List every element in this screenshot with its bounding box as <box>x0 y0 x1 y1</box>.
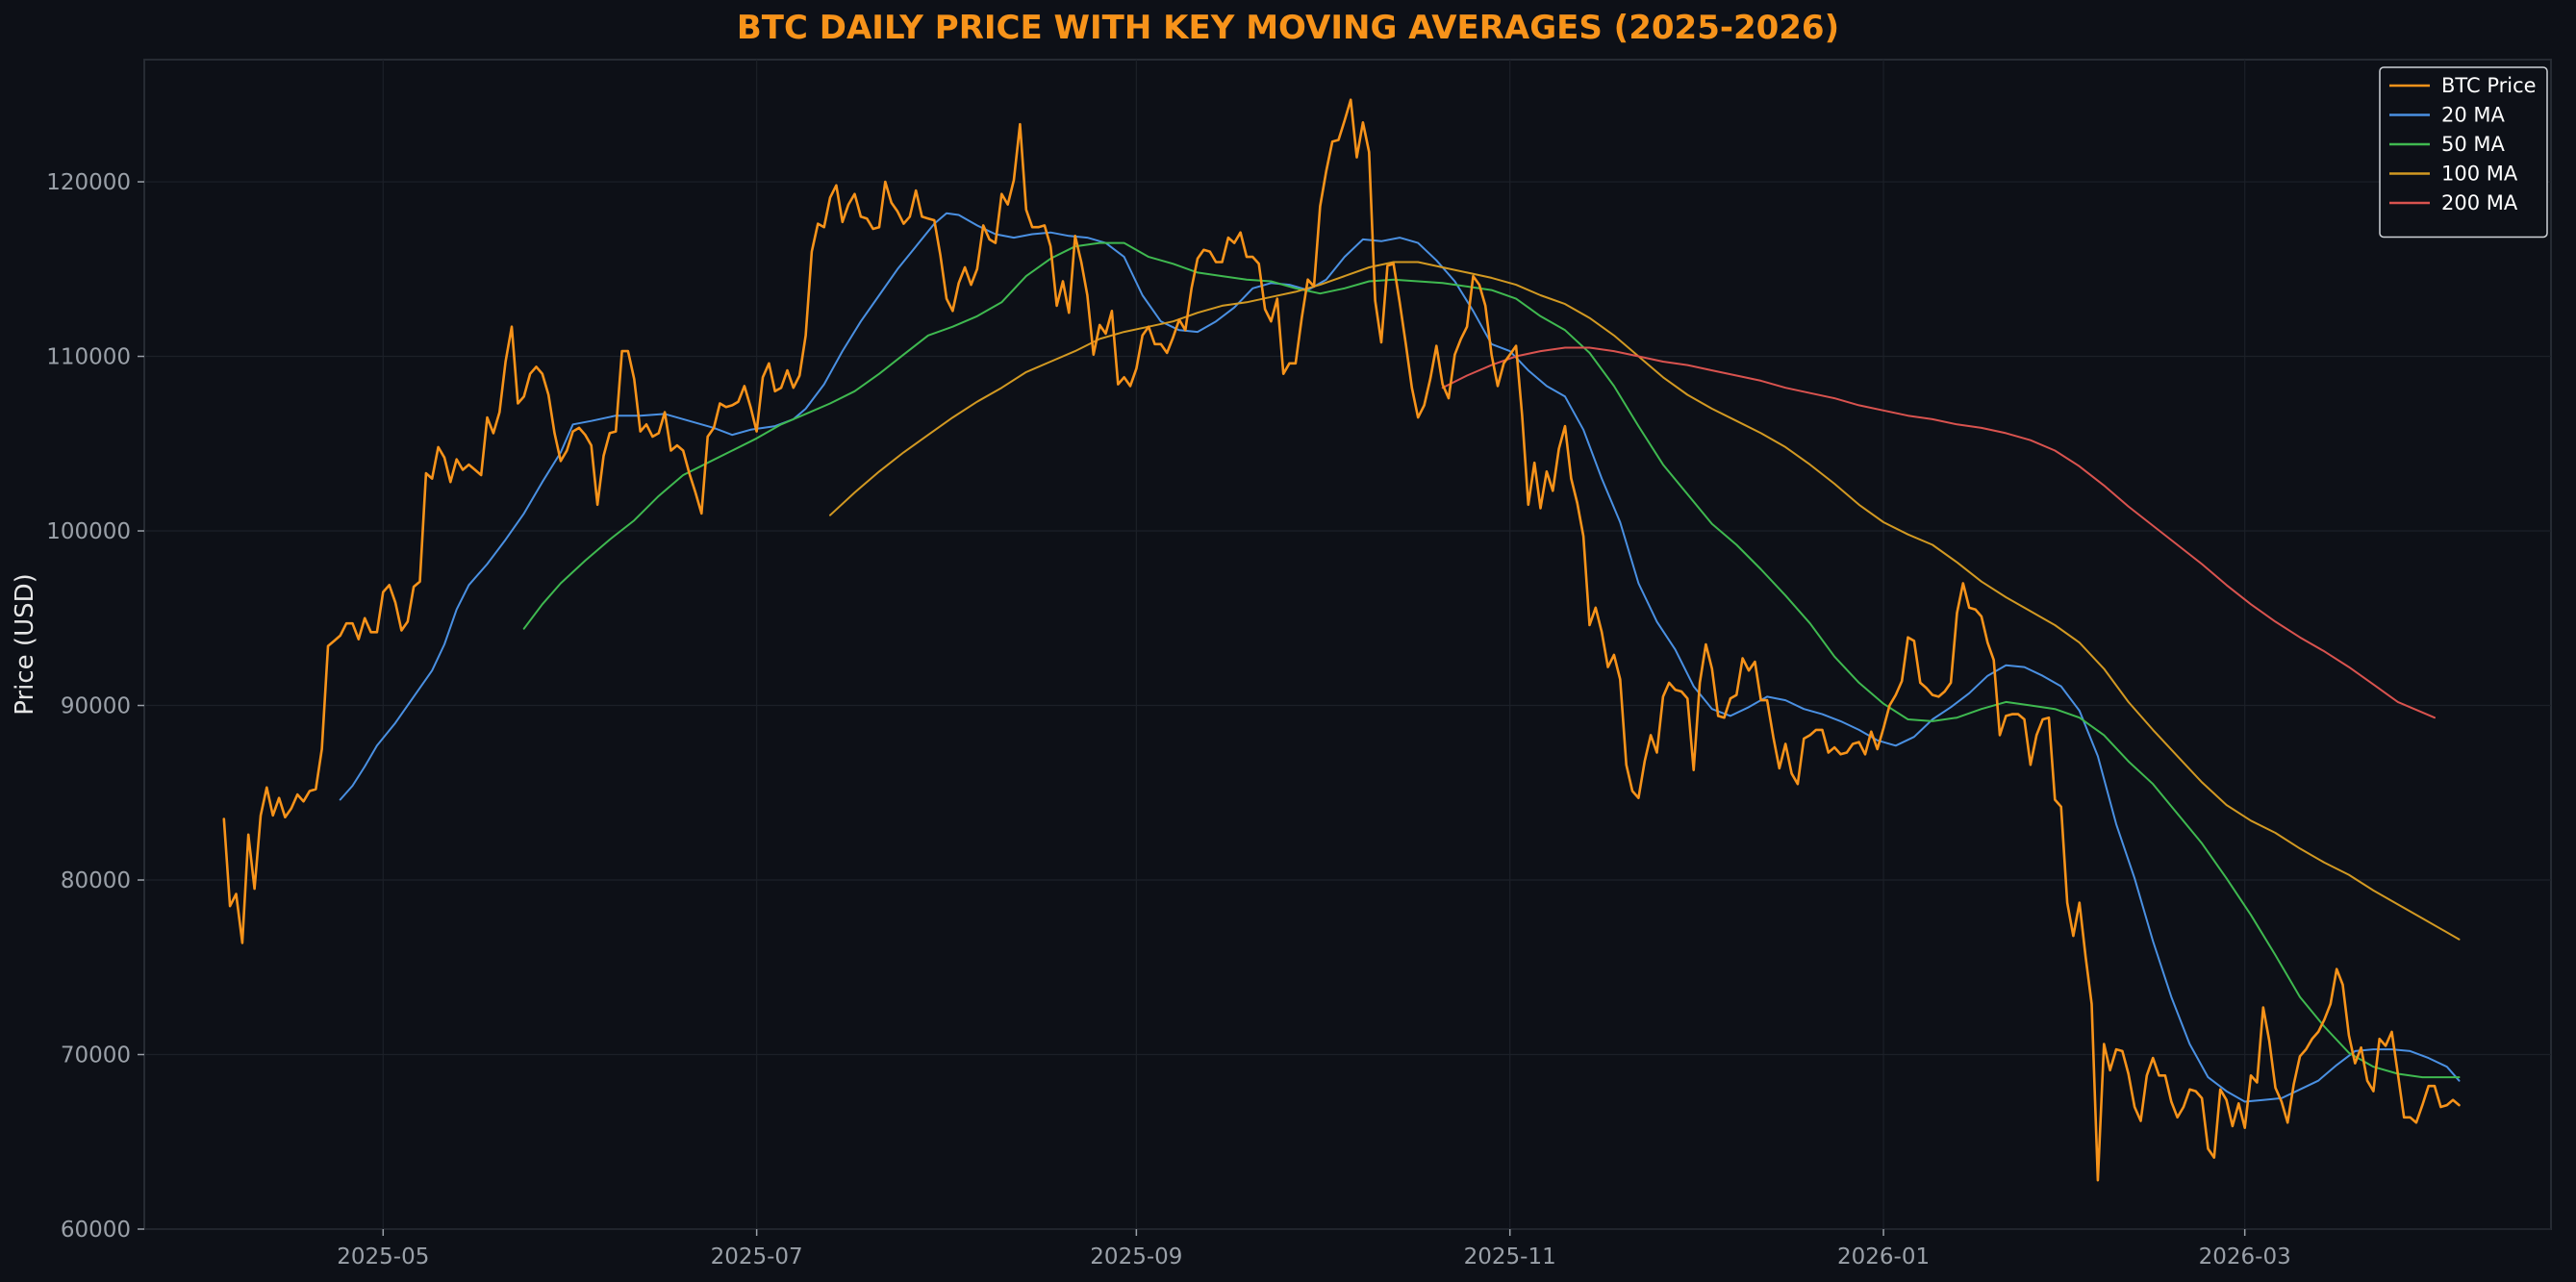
legend-entry: 20 MA <box>2441 104 2506 127</box>
y-tick-label: 60000 <box>61 1218 131 1243</box>
x-tick-label: 2026-03 <box>2199 1244 2291 1269</box>
grid <box>144 60 2551 1230</box>
y-axis-label: Price (USD) <box>11 573 39 716</box>
y-axis-ticks: 60000 70000 80000 90000 100000 110000 120000 <box>46 170 144 1243</box>
y-tick-label: 90000 <box>61 694 131 719</box>
x-tick-label: 2025-09 <box>1090 1244 1182 1269</box>
y-tick-label: 100000 <box>46 519 131 544</box>
x-tick-label: 2025-07 <box>711 1244 803 1269</box>
legend-box <box>2379 66 2548 239</box>
legend: BTC Price 20 MA 50 MA 100 MA 200 MA <box>2379 66 2548 239</box>
y-tick-label: 70000 <box>61 1043 131 1068</box>
series-line-200-ma <box>1441 346 2436 719</box>
legend-entry: 50 MA <box>2441 133 2506 156</box>
y-tick-label: 80000 <box>61 868 131 893</box>
plot-area <box>143 59 2552 1230</box>
x-tick-label: 2026-01 <box>1837 1244 1930 1269</box>
chart-title: BTC DAILY PRICE WITH KEY MOVING AVERAGES… <box>737 9 1839 47</box>
series-line-btc-price <box>222 98 2461 1182</box>
series-line-20-ma <box>339 212 2461 1103</box>
x-tick-label: 2025-11 <box>1464 1244 1556 1269</box>
x-tick-label: 2025-05 <box>337 1244 429 1269</box>
series-layer <box>222 98 2461 1182</box>
legend-entry: 200 MA <box>2441 191 2518 214</box>
x-axis-ticks: 2025-05 2025-07 2025-09 2025-11 2026-01 2026-… <box>337 1229 2291 1269</box>
legend-entry: BTC Price <box>2441 74 2537 97</box>
y-tick-label: 110000 <box>46 345 131 370</box>
legend-entry: 100 MA <box>2441 163 2518 186</box>
y-tick-label: 120000 <box>46 170 131 195</box>
